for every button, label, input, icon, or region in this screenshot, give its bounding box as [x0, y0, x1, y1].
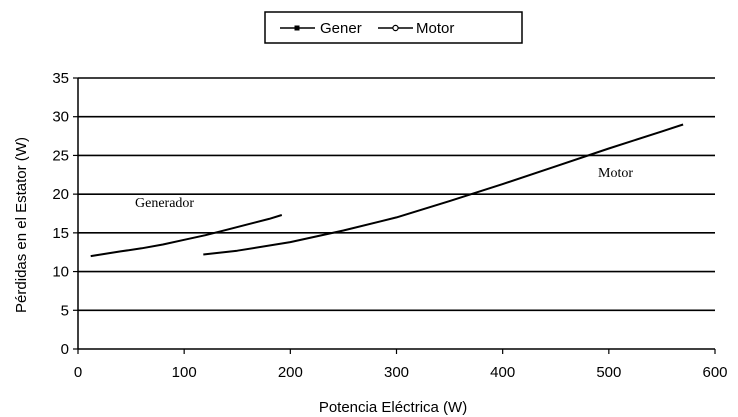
tick-labels: 0 5 10 15 20 25 30 35 0 100 200 300 400 500 600 [52, 70, 727, 381]
legend-motor-label: Motor [416, 20, 454, 37]
series [90, 123, 684, 258]
annotation-generador: Generador [135, 196, 194, 211]
legend: Gener Motor [264, 11, 523, 44]
axes [77, 78, 715, 350]
annotation-motor: Motor [598, 166, 633, 181]
x-tick-label: 400 [490, 364, 515, 381]
y-tick-label: 30 [52, 109, 69, 126]
legend-gener-marker [294, 25, 300, 31]
y-tick-label: 0 [61, 341, 69, 358]
y-tick-label: 20 [52, 186, 69, 203]
series-line-gener [90, 214, 283, 258]
x-tick-label: 0 [74, 364, 82, 381]
x-tick-label: 300 [384, 364, 409, 381]
y-tick-label: 10 [52, 264, 69, 281]
legend-gener-label: Gener [320, 20, 362, 37]
y-tick-label: 5 [61, 302, 69, 319]
y-tick-label: 25 [52, 147, 69, 164]
y-tick-label: 15 [52, 225, 69, 242]
grid [78, 77, 715, 312]
legend-motor-marker [392, 24, 399, 32]
x-tick-label: 600 [702, 364, 727, 381]
y-tick-label: 35 [52, 70, 69, 87]
x-tick-label: 100 [172, 364, 197, 381]
x-tick-label: 500 [596, 364, 621, 381]
series-line-motor [203, 123, 684, 256]
x-axis-title: Potencia Eléctrica (W) [319, 399, 467, 416]
y-axis-title: Pérdidas en el Estator (W) [13, 137, 30, 313]
x-tick-label: 200 [278, 364, 303, 381]
